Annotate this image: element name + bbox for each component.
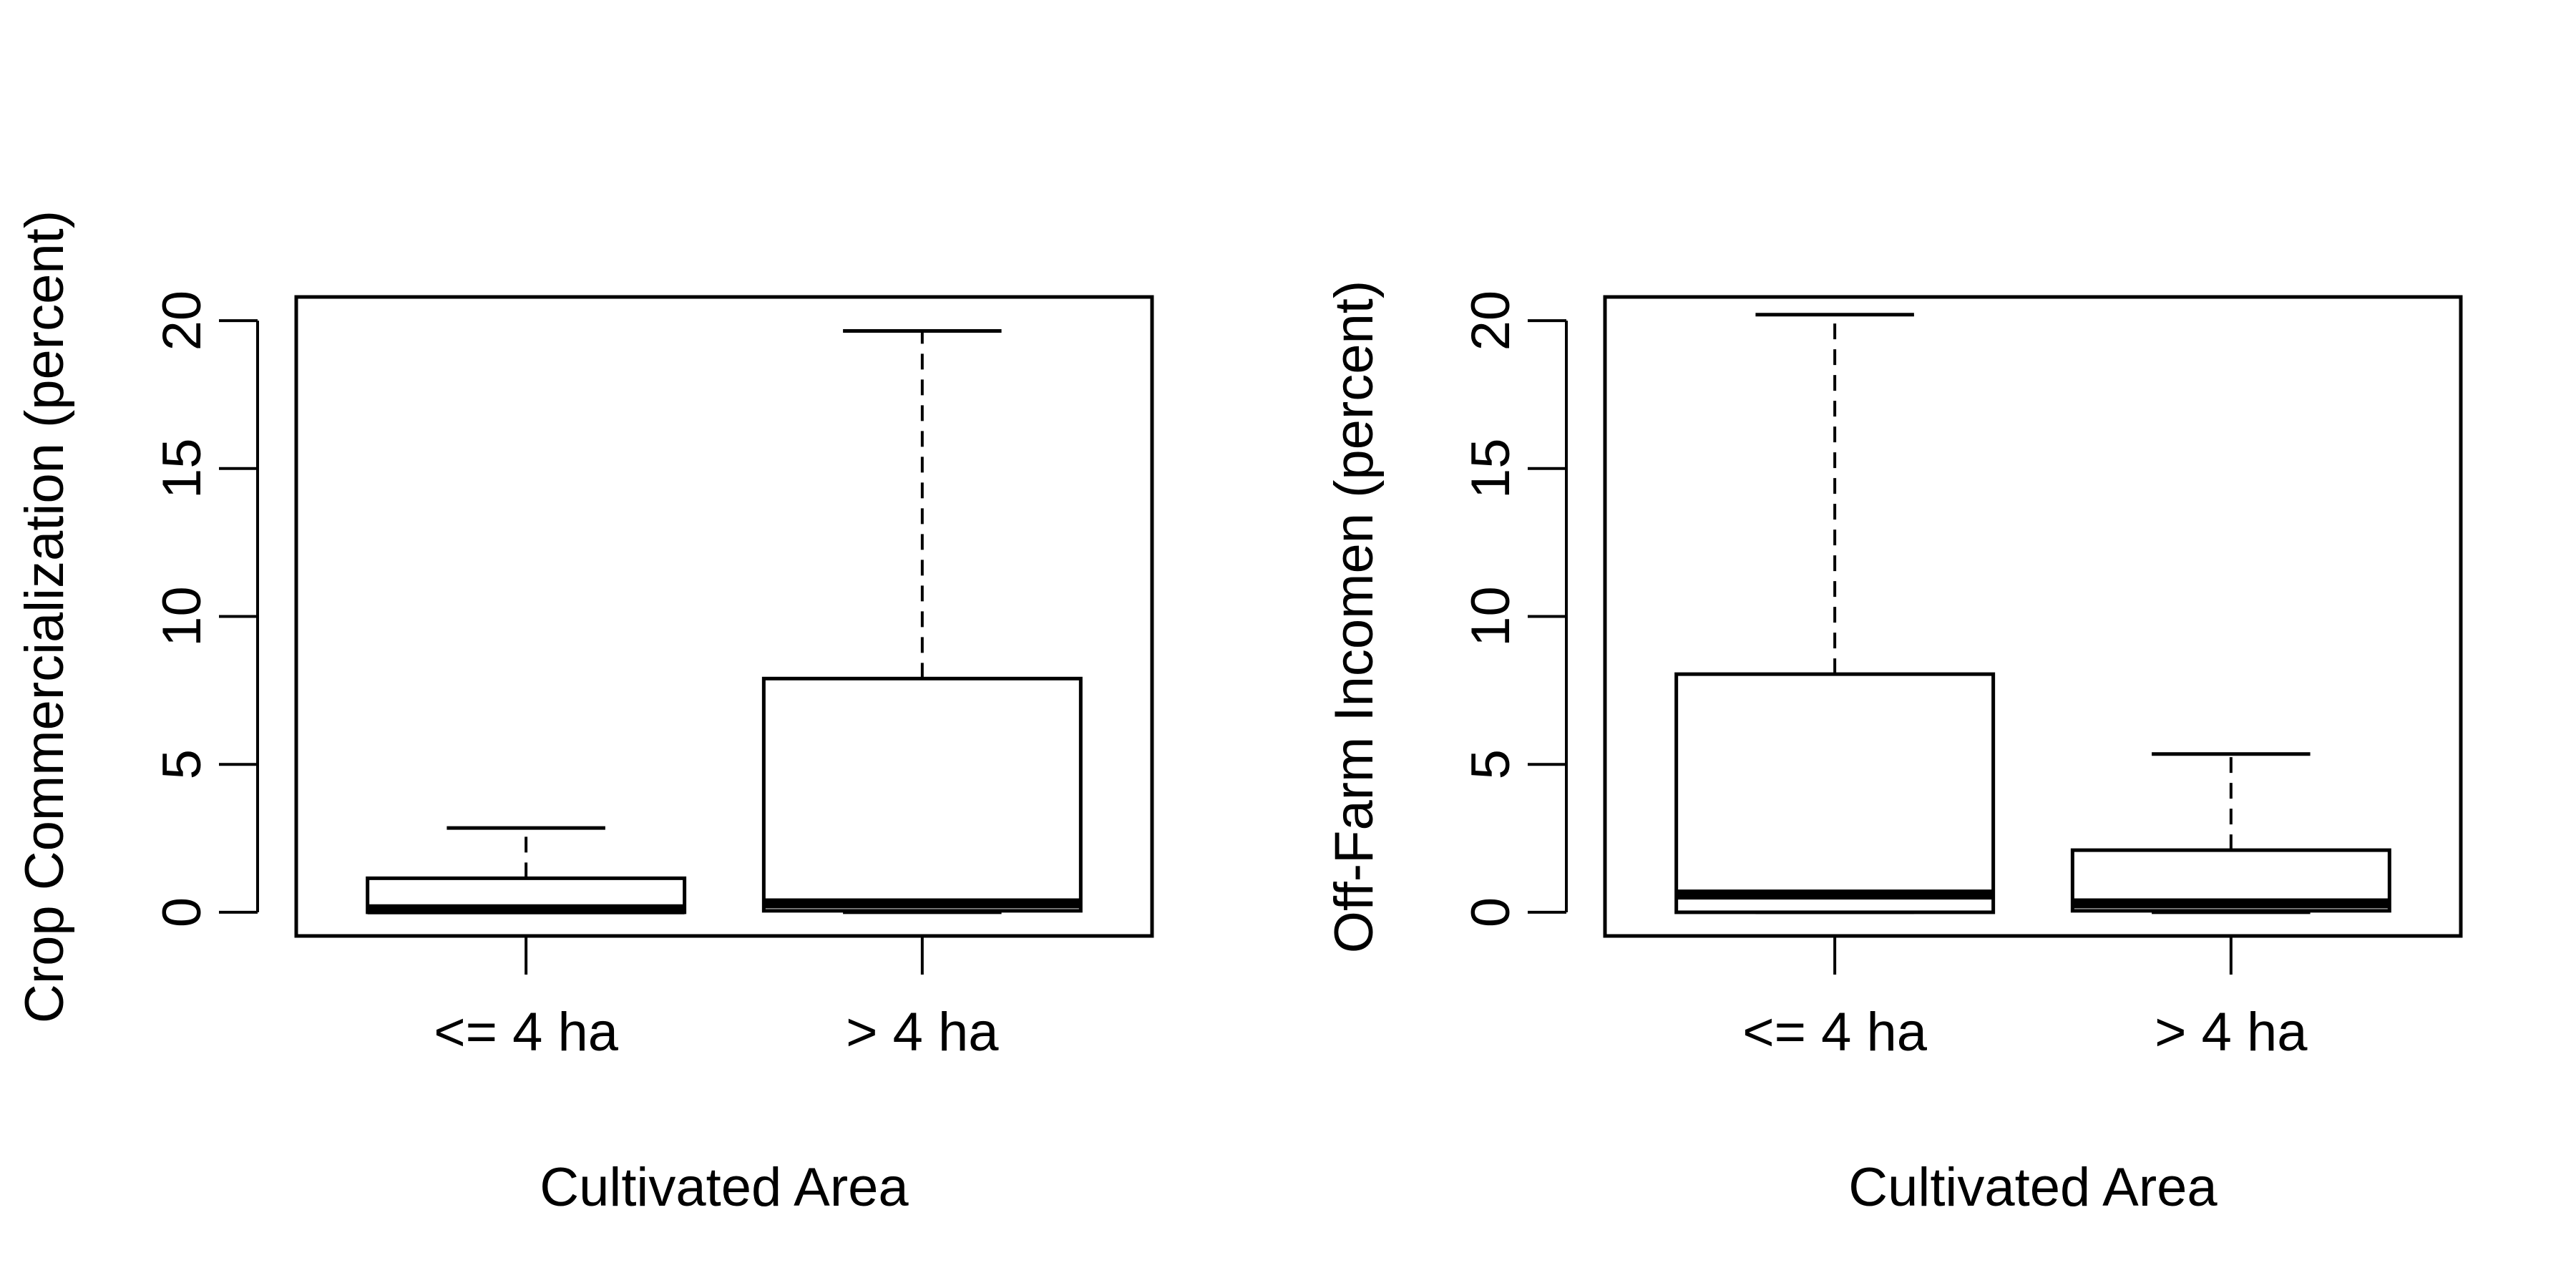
box-large-farms	[2070, 752, 2391, 914]
y-axis: 0 5 10 15 20	[152, 291, 259, 927]
x-tick-label: > 4 ha	[2155, 1002, 2308, 1063]
plot-frame	[294, 295, 1154, 938]
y-tick-label: 5	[152, 749, 213, 779]
boxes	[1674, 313, 2391, 914]
iqr-box	[1674, 672, 1996, 914]
y-tick-label: 20	[1460, 291, 1521, 351]
y-tick-label: 15	[1460, 439, 1521, 499]
y-axis-label: Off-Farm Incomen (percent)	[1324, 280, 1385, 953]
y-axis-label: Crop Commercialization (percent)	[14, 210, 75, 1023]
plot-frame	[1603, 295, 2463, 938]
y-tick-label: 0	[152, 897, 213, 927]
box-small-farms	[1674, 313, 1996, 914]
y-tick-label: 15	[152, 439, 213, 499]
panel-crop-commercialization: 0 5 10 15 20 <= 4 ha > 4 ha Cultivated Area C…	[14, 210, 1154, 1218]
y-tick-label: 0	[1460, 897, 1521, 927]
x-axis: <= 4 ha > 4 ha	[434, 936, 999, 1063]
y-tick-label: 20	[152, 291, 213, 351]
x-tick-label: <= 4 ha	[434, 1002, 619, 1063]
y-axis: 0 5 10 15 20	[1460, 291, 1568, 927]
x-axis: <= 4 ha > 4 ha	[1742, 936, 2308, 1063]
y-tick-label: 10	[152, 586, 213, 647]
box-small-farms	[366, 826, 687, 914]
panel-off-farm-income: 0 5 10 15 20 <= 4 ha > 4 ha Cultivated Area O…	[1324, 280, 2463, 1218]
x-tick-label: > 4 ha	[846, 1002, 999, 1063]
x-axis-label: Cultivated Area	[1848, 1157, 2218, 1218]
iqr-box	[761, 676, 1083, 913]
x-axis-label: Cultivated Area	[540, 1157, 909, 1218]
boxes	[366, 329, 1083, 914]
box-large-farms	[761, 329, 1083, 914]
y-tick-label: 10	[1460, 586, 1521, 647]
y-tick-label: 5	[1460, 749, 1521, 779]
x-tick-label: <= 4 ha	[1742, 1002, 1928, 1063]
